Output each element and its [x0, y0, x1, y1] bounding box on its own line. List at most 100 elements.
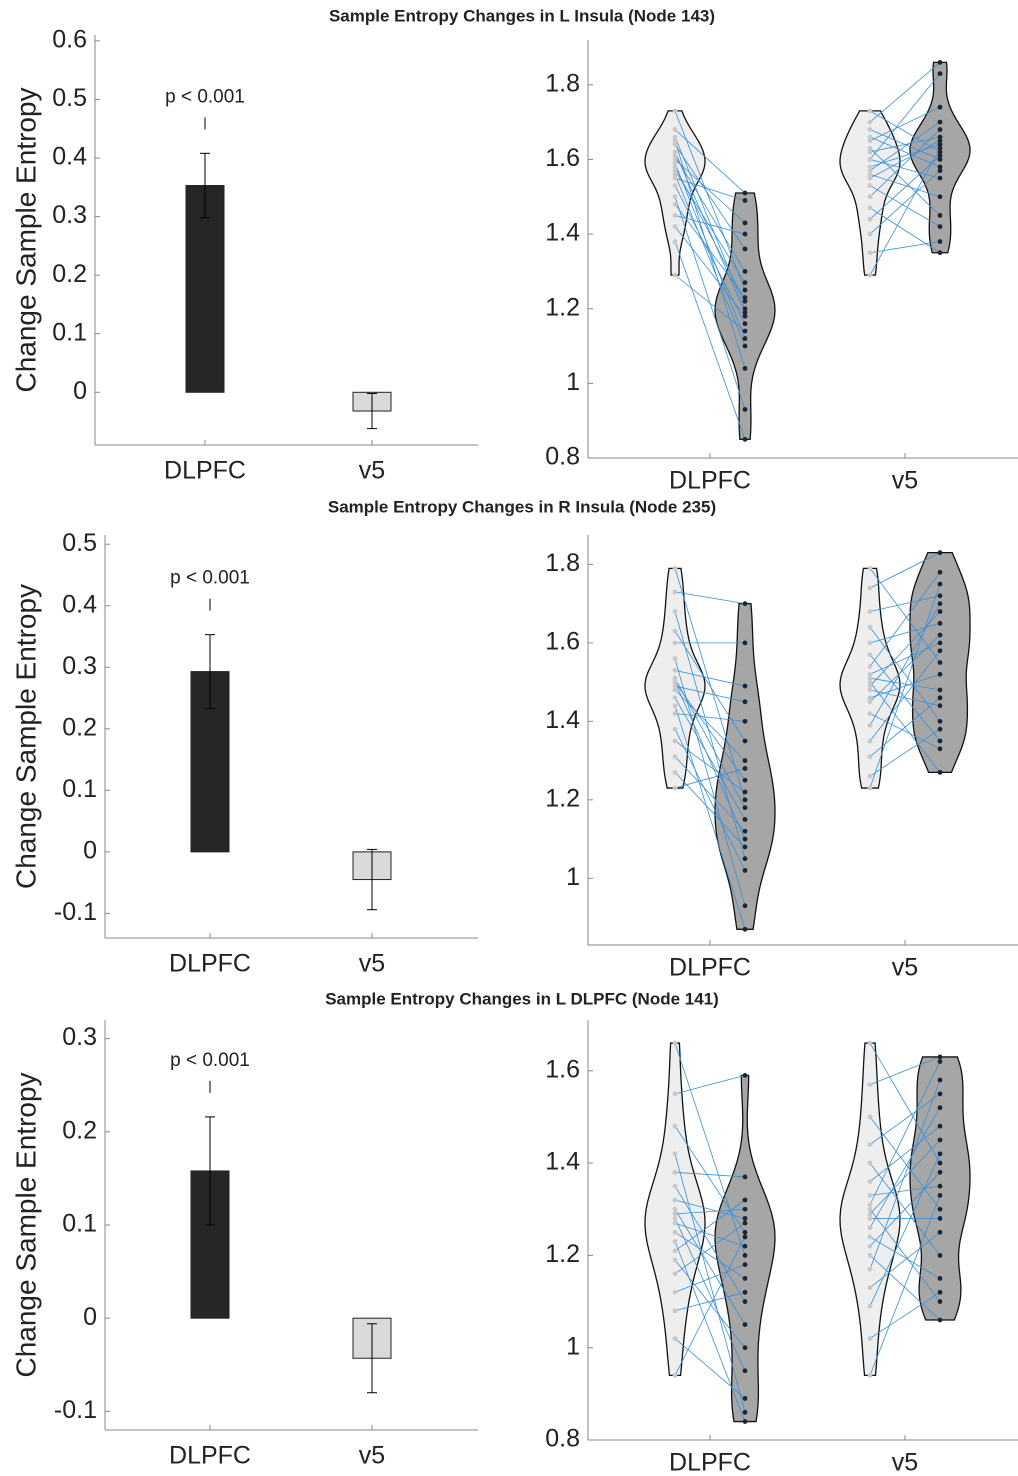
paired-line	[869, 129, 941, 198]
data-point	[672, 679, 678, 685]
paired-line	[674, 681, 746, 840]
paired-line	[674, 685, 746, 703]
paired-line	[674, 713, 746, 722]
data-point	[937, 718, 943, 724]
y-tick-label: 0.8	[545, 1425, 580, 1453]
paired-line	[674, 1259, 746, 1348]
data-point	[672, 1211, 678, 1217]
paired-line	[674, 611, 746, 859]
y-tick-label: 1.4	[545, 219, 580, 247]
data-point	[742, 328, 748, 334]
paired-line	[674, 226, 746, 317]
data-point	[937, 119, 943, 125]
paired-line	[674, 129, 746, 194]
data-point	[867, 119, 873, 125]
data-point	[672, 171, 678, 177]
data-point	[867, 695, 873, 701]
y-tick-label: 1	[566, 368, 580, 396]
data-point	[867, 671, 873, 677]
paired-line	[674, 170, 746, 283]
paired-line	[869, 136, 941, 168]
data-point	[672, 703, 678, 709]
x-tick-label: v5	[359, 950, 385, 978]
data-point	[742, 683, 748, 689]
paired-line	[674, 756, 746, 832]
data-point	[867, 773, 873, 779]
data-point	[867, 652, 873, 658]
data-point	[742, 321, 748, 327]
data-point	[742, 777, 748, 783]
data-point	[867, 565, 873, 571]
data-point	[742, 1243, 748, 1249]
data-point	[867, 272, 873, 278]
paired-line	[869, 568, 941, 663]
data-point	[937, 145, 943, 151]
data-point	[742, 836, 748, 842]
data-point	[867, 640, 873, 646]
data-point	[937, 593, 943, 599]
paired-line	[674, 1236, 746, 1376]
x-tick-label: DLPFC	[669, 1449, 751, 1476]
data-point	[867, 1372, 873, 1378]
data-point	[867, 1285, 873, 1291]
x-tick-label: v5	[359, 457, 385, 485]
data-point	[937, 703, 943, 709]
paired-line	[869, 677, 941, 691]
data-point	[937, 1137, 943, 1143]
chart-title: Sample Entropy Changes in R Insula (Node…	[328, 497, 716, 516]
data-point	[742, 1276, 748, 1281]
paired-line	[674, 155, 746, 272]
y-tick-label: 1	[566, 863, 580, 891]
data-point	[672, 127, 678, 132]
data-point	[742, 1419, 748, 1424]
y-tick-label: 1.6	[545, 628, 580, 656]
data-point	[672, 1091, 678, 1097]
data-point	[672, 1169, 678, 1175]
data-point	[867, 679, 873, 685]
data-point	[742, 1234, 748, 1240]
paired-line	[674, 678, 746, 808]
data-point	[672, 142, 678, 147]
data-point	[742, 1216, 748, 1221]
data-point	[742, 797, 748, 803]
data-point	[672, 1151, 678, 1157]
data-point	[867, 1114, 873, 1120]
data-point	[867, 134, 873, 140]
data-point	[742, 789, 748, 795]
data-point	[937, 769, 943, 775]
data-point	[937, 142, 943, 147]
y-tick-label: 0.4	[62, 590, 97, 618]
data-point	[742, 343, 748, 349]
y-tick-label: 1.4	[545, 1148, 580, 1176]
data-point	[672, 164, 678, 170]
y-tick-label: 1.2	[545, 293, 580, 321]
paired-line	[674, 630, 746, 742]
y-tick-label: 0.5	[62, 529, 97, 557]
data-point	[867, 149, 873, 155]
data-point	[742, 758, 748, 763]
data-point	[672, 134, 678, 140]
paired-line	[869, 241, 941, 254]
data-point	[742, 1262, 748, 1268]
data-point	[742, 295, 748, 300]
data-point	[672, 1336, 678, 1341]
x-tick-label: v5	[892, 954, 918, 982]
x-tick-label: DLPFC	[669, 467, 751, 495]
data-point	[672, 667, 678, 673]
data-point	[672, 213, 678, 218]
data-point	[672, 108, 678, 114]
paired-line	[869, 622, 941, 644]
paired-line	[869, 689, 941, 707]
data-point	[867, 1206, 873, 1212]
data-point	[672, 769, 678, 775]
paired-line	[869, 144, 941, 168]
data-point	[742, 1229, 748, 1235]
y-tick-label: 0.3	[62, 652, 97, 680]
data-point	[867, 722, 873, 728]
paired-line	[869, 1079, 941, 1270]
paired-line	[674, 274, 746, 332]
data-point	[742, 640, 748, 646]
data-point	[672, 1229, 678, 1235]
paired-line	[674, 215, 746, 235]
paired-line	[674, 1209, 746, 1325]
